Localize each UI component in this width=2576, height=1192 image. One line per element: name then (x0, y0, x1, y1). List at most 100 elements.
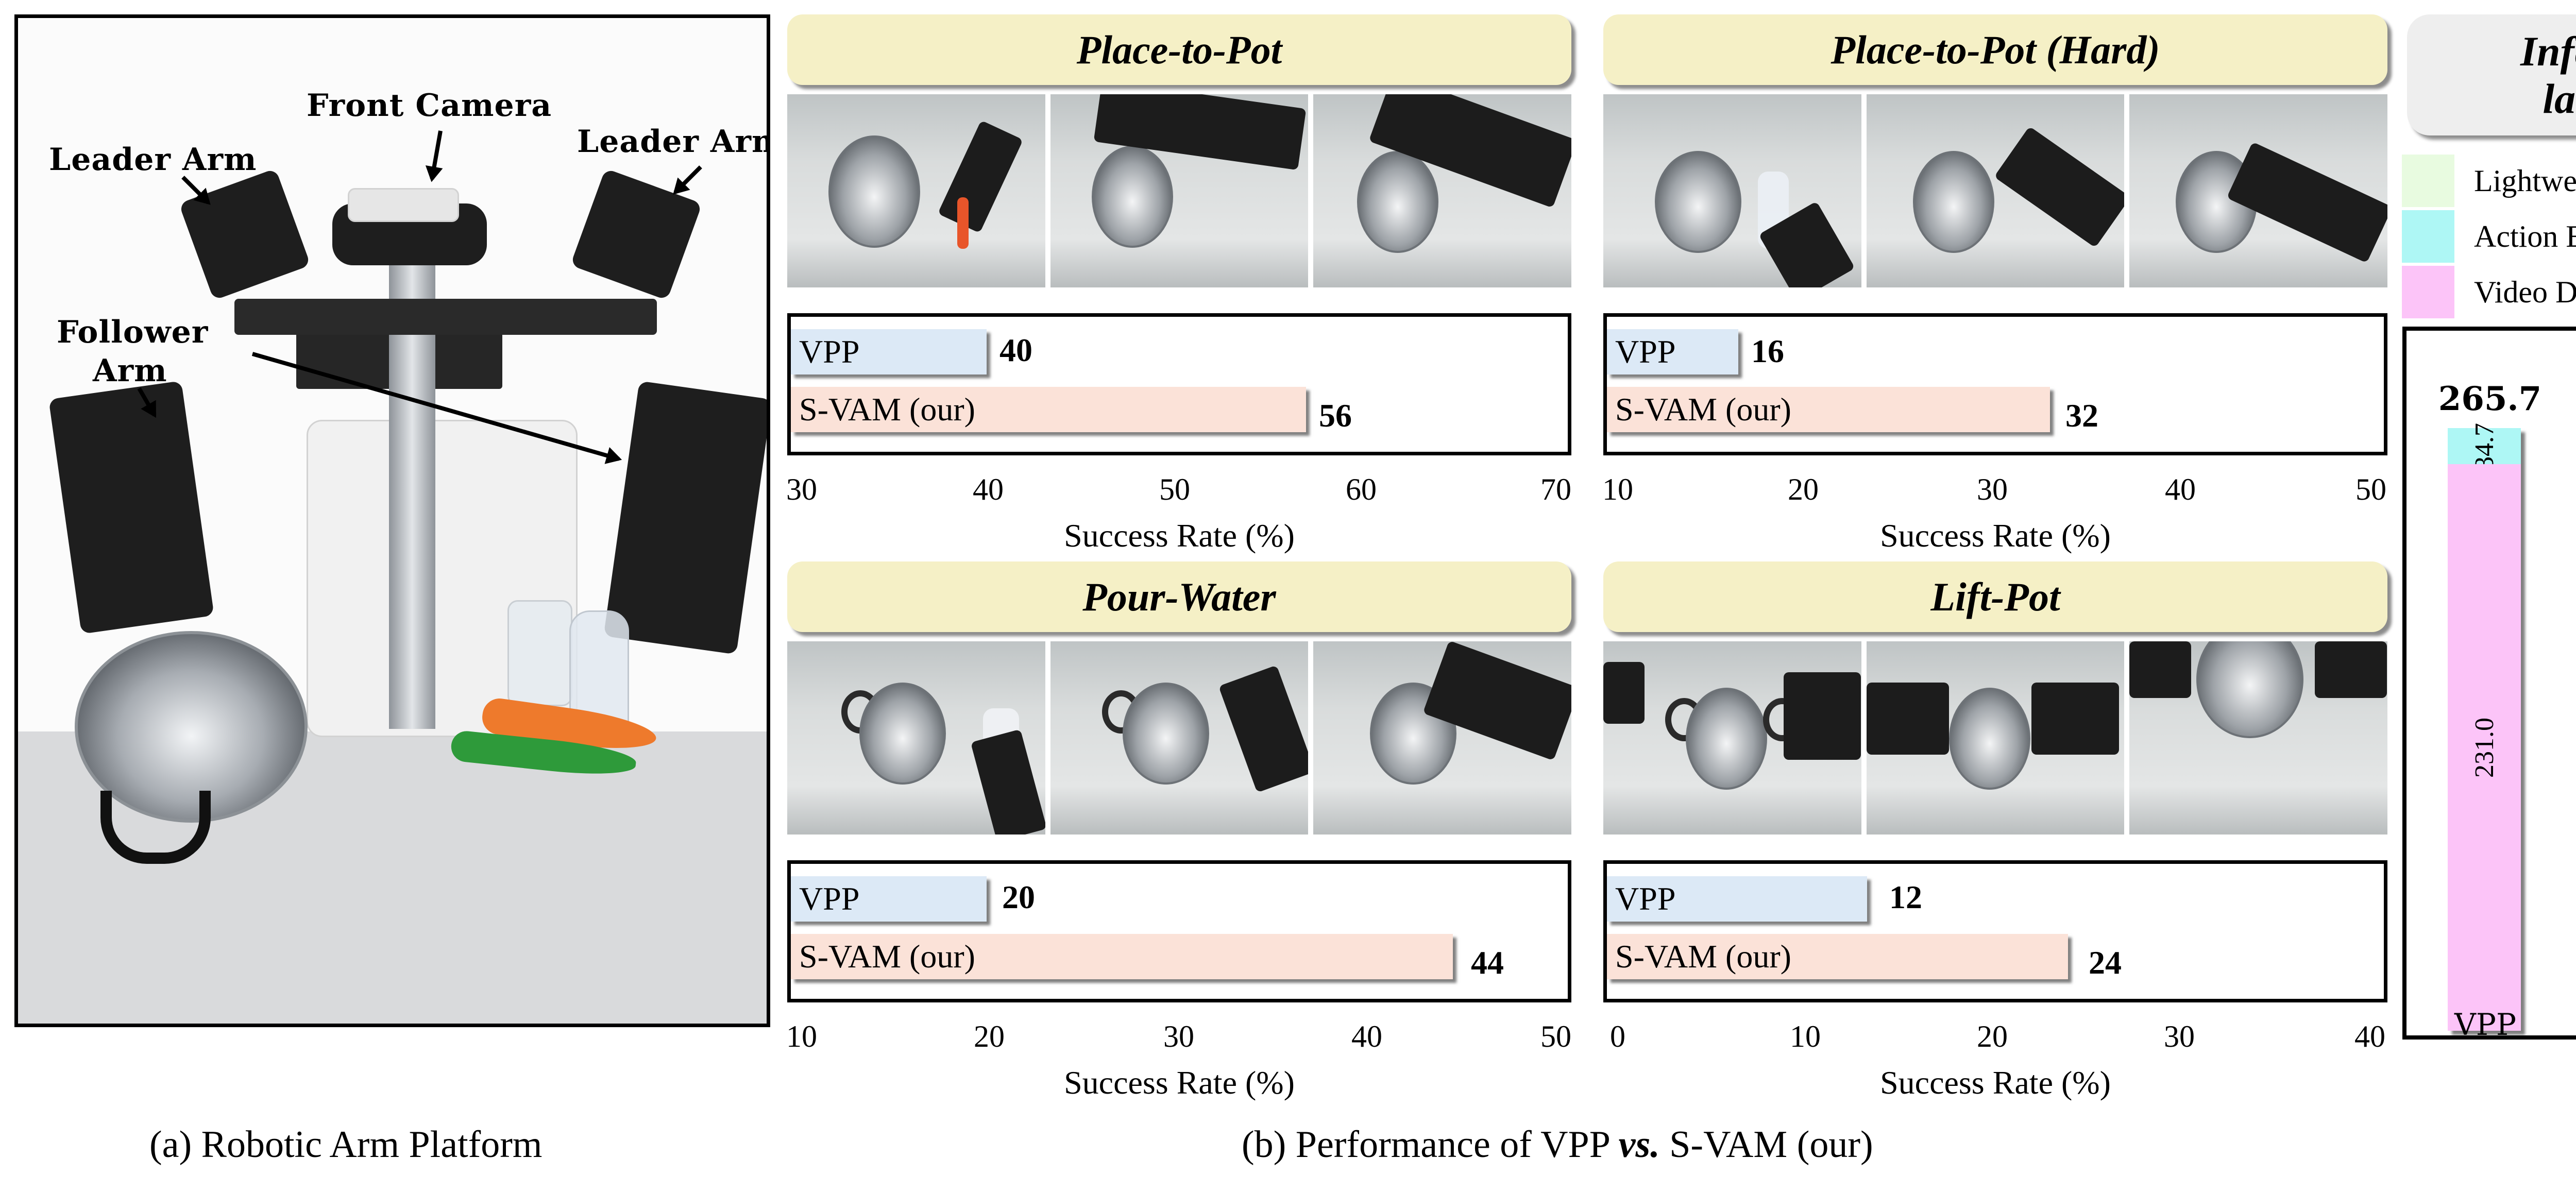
legend-swatch-decouplers (2402, 155, 2454, 207)
frame-2 (1050, 94, 1309, 287)
leader-arm-left-label: Leader Arm (49, 142, 257, 178)
vpp-bar: VPP (1607, 876, 1867, 922)
x-axis-label: Success Rate (%) (1880, 517, 2111, 554)
frame-1 (787, 94, 1045, 287)
vpp-bar-label: VPP (799, 333, 860, 370)
follower-arm-label-line1: Follower (57, 314, 209, 350)
caption-b: (b) Performance of VPP vs. S-VAM (our) (1242, 1123, 1873, 1167)
legend-label: Action Expert (2474, 219, 2576, 253)
svam-bar-label: S-VAM (our) (1615, 391, 1791, 428)
legend-item-video-diffusion: Video Diffusion Model (2402, 266, 2576, 318)
x-tick: 50 (2355, 472, 2386, 506)
svam-bar-label: S-VAM (our) (799, 391, 975, 428)
svam-bar: S-VAM (our) (791, 387, 1306, 432)
vpp-bar: VPP (1607, 329, 1738, 374)
vpp-total: 265.7 (2438, 380, 2542, 418)
vpp-bar: VPP (791, 876, 987, 922)
front-camera-label: Front Camera (307, 88, 552, 124)
x-tick: 30 (786, 472, 817, 506)
task-frames (787, 641, 1572, 835)
vpp-bar-label: VPP (799, 880, 860, 917)
svam-bar-label: S-VAM (our) (1615, 938, 1791, 975)
frame-3 (1313, 641, 1572, 835)
svam-value: 56 (1319, 397, 1352, 434)
x-tick: 70 (1540, 472, 1571, 506)
frame-2 (1866, 94, 2125, 287)
vpp-value: 16 (1751, 333, 1784, 369)
x-tick: 20 (974, 1019, 1005, 1053)
frame-2 (1050, 641, 1309, 835)
x-tick: 30 (2164, 1019, 2195, 1053)
x-axis-label: Success Rate (%) (1880, 1064, 2111, 1101)
success-rate-chart: VPP 16 S-VAM (our) 32 (1603, 313, 2387, 455)
vpp-bar-label: VPP (1615, 880, 1676, 917)
x-tick: 20 (1788, 472, 1819, 506)
plastic-bottle (507, 600, 572, 706)
x-tick: 40 (2165, 472, 2196, 506)
x-axis-ticks: 0 10 20 30 40 (1603, 1019, 2387, 1055)
caption-b-vs: vs. (1618, 1123, 1660, 1166)
x-tick: 60 (1346, 472, 1377, 506)
x-axis-label: Success Rate (%) (1064, 517, 1295, 554)
vpp-value: 12 (1889, 879, 1922, 915)
segment-value: 231.0 (2469, 717, 2499, 778)
leader-arm-right-label: Leader Arm (577, 124, 770, 160)
legend-swatch-action-expert (2402, 210, 2454, 263)
vpp-action-expert-segment: 34.7 (2448, 423, 2521, 470)
svam-bar: S-VAM (our) (1607, 934, 2068, 979)
task-frames (1603, 94, 2388, 287)
latency-chart: 34.7 231.0 265.7 36.5 40.1 231.0 307.6 (2402, 327, 2576, 1040)
vpp-bar: VPP (791, 329, 987, 374)
svam-bar: S-VAM (our) (791, 934, 1453, 979)
x-tick: 40 (2354, 1019, 2385, 1053)
vpp-stack: 34.7 231.0 (2448, 423, 2521, 1031)
vpp-value: 20 (1002, 879, 1035, 915)
frame-3 (1313, 94, 1572, 287)
frame-1 (1603, 641, 1861, 835)
svam-value: 24 (2089, 944, 2122, 981)
camera-mast (389, 214, 435, 729)
x-tick: 40 (1351, 1019, 1382, 1053)
success-rate-chart: VPP 40 S-VAM (our) 56 (787, 313, 1571, 455)
svam-value: 44 (1471, 944, 1504, 981)
task-title: Place-to-Pot (Hard) (1603, 14, 2387, 85)
x-tick: 50 (1540, 1019, 1571, 1053)
x-category-vpp: VPP (2454, 1007, 2516, 1042)
x-tick: 0 (1610, 1019, 1625, 1053)
caption-a: (a) Robotic Arm Platform (149, 1123, 543, 1166)
x-axis-ticks: 10 20 30 40 50 (786, 1019, 1571, 1055)
vpp-video-diffusion-segment: 231.0 (2448, 464, 2521, 1031)
svam-bar-label: S-VAM (our) (799, 938, 975, 975)
x-tick: 30 (1977, 472, 2008, 506)
caption-b-suffix: S-VAM (our) (1659, 1123, 1873, 1166)
latency-title-line2: latency (2543, 75, 2576, 122)
frame-1 (787, 641, 1045, 835)
latency-title-line1: Inference (2520, 27, 2576, 75)
vpp-value: 40 (999, 332, 1032, 368)
success-rate-chart: VPP 12 S-VAM (our) 24 (1603, 860, 2387, 1002)
legend-item-action-expert: Action Expert (2402, 210, 2576, 263)
task-title: Lift-Pot (1603, 561, 2387, 632)
x-axis-ticks: 10 20 30 40 50 (1602, 472, 2387, 508)
front-camera (348, 188, 459, 222)
x-tick: 30 (1163, 1019, 1194, 1053)
legend-label: Video Diffusion Model (2474, 275, 2576, 309)
x-axis-label: Success Rate (%) (1064, 1064, 1295, 1101)
caption-b-prefix: (b) Performance of VPP (1242, 1123, 1619, 1166)
x-tick: 10 (1602, 472, 1633, 506)
success-rate-chart: VPP 20 S-VAM (our) 44 (787, 860, 1571, 1002)
x-axis-ticks: 30 40 50 60 70 (786, 472, 1571, 508)
x-tick: 40 (973, 472, 1004, 506)
x-tick: 10 (786, 1019, 817, 1053)
svam-bar: S-VAM (our) (1607, 387, 2050, 432)
follower-arm-label-line2: Arm (93, 353, 167, 389)
pot-handle (100, 791, 211, 864)
legend-item-decouplers: Lightweight Decouplers (2402, 155, 2576, 207)
legend-label: Lightweight Decouplers (2474, 163, 2576, 198)
x-tick: 20 (1977, 1019, 2008, 1053)
latency-title-box: Inference latency (2407, 14, 2576, 135)
frame-3 (2129, 641, 2388, 835)
x-tick: 50 (1159, 472, 1190, 506)
robotic-arm-platform-photo: Front Camera Leader Arm Leader Arm Follo… (14, 14, 770, 1027)
task-title: Place-to-Pot (787, 14, 1571, 85)
